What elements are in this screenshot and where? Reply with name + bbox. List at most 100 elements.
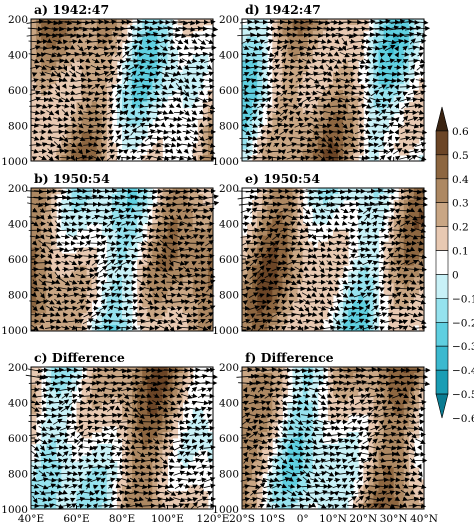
shading-cell [66, 84, 72, 91]
shading-cell [197, 54, 204, 61]
shading-cell [76, 48, 82, 55]
shading-cell [31, 36, 37, 44]
shading-cell [106, 137, 113, 144]
wind-vector [176, 129, 182, 135]
shading-cell [91, 72, 98, 79]
shading-cell [91, 113, 98, 120]
wind-vector [61, 240, 70, 246]
shading-cell [348, 78, 354, 85]
wind-vector [53, 116, 63, 122]
shading-cell [41, 95, 47, 103]
shading-cell [262, 131, 268, 138]
shading-cell [287, 72, 293, 79]
wind-vector [115, 155, 122, 161]
shading-cell [91, 420, 98, 427]
y-tick-label: 200 [8, 14, 28, 26]
shading-cell [56, 60, 62, 67]
y-tick-label: 400 [8, 50, 28, 62]
shading-cell [56, 455, 62, 463]
wind-vector [106, 425, 116, 431]
shading-cell [142, 66, 148, 73]
shading-cell [152, 60, 158, 67]
shading-cell [86, 113, 93, 120]
shading-cell [202, 259, 209, 266]
shading-cell [142, 48, 148, 55]
wind-vector [108, 130, 114, 135]
shading-cell [157, 473, 163, 480]
shading-cell [66, 479, 72, 486]
shading-cell [172, 396, 179, 403]
shading-cell [187, 101, 194, 109]
shading-cell [76, 72, 82, 79]
shading-cell [413, 119, 420, 126]
shading-cell [106, 372, 113, 380]
wind-vector [69, 412, 77, 418]
shading-cell [302, 36, 309, 44]
wind-vector [90, 129, 102, 135]
shading-cell [101, 455, 108, 463]
wind-vector [181, 58, 192, 64]
shading-cell [383, 119, 390, 126]
shading-cell [132, 143, 138, 150]
wind-vector [184, 77, 190, 84]
shading-cell [46, 42, 52, 49]
shading-cell [127, 313, 133, 320]
shading-cell [76, 66, 82, 73]
shading-cell [202, 60, 209, 67]
wind-vector [198, 470, 204, 477]
shading-cell [71, 48, 77, 55]
shading-cell [202, 235, 209, 243]
shading-cell [157, 30, 163, 38]
wind-vector [183, 135, 190, 141]
shading-cell [327, 101, 334, 109]
shading-cell [373, 30, 379, 38]
shading-cell [61, 390, 67, 397]
shading-cell [41, 193, 47, 201]
wind-vector [42, 26, 59, 32]
shading-cell [61, 143, 67, 150]
shading-cell [177, 372, 184, 380]
shading-cell [127, 54, 133, 61]
wind-vector [39, 71, 46, 76]
wind-vector [82, 32, 94, 38]
shading-cell [116, 319, 123, 326]
shading-cell [202, 155, 209, 162]
shading-cell [398, 54, 405, 61]
shading-cell [353, 48, 359, 55]
wind-vector [159, 135, 169, 141]
shading-cell [192, 149, 199, 156]
shading-cell [31, 137, 37, 144]
panel-title: b) 1950:54 [34, 171, 110, 186]
shading-cell [81, 378, 88, 386]
shading-cell [116, 241, 123, 248]
wind-vector [113, 148, 124, 154]
shading-cell [292, 155, 299, 162]
shading-cell [106, 211, 113, 219]
shading-cell [182, 378, 189, 386]
wind-vector [174, 58, 185, 64]
wind-vector [114, 89, 122, 97]
wind-vector [143, 71, 155, 77]
shading-cell [262, 30, 268, 38]
wind-vector [123, 109, 129, 116]
shading-cell [46, 497, 52, 504]
shading-cell [192, 449, 199, 457]
shading-cell [86, 497, 93, 504]
shading-cell [147, 420, 153, 427]
shading-cell [111, 149, 118, 156]
shading-cell [66, 253, 72, 260]
shading-cell [172, 432, 179, 439]
wind-vector [189, 129, 200, 135]
wind-vector [153, 45, 160, 51]
shading-cell [122, 432, 128, 439]
wind-vector [166, 129, 177, 135]
wind-vector [115, 39, 122, 45]
shading-cell [81, 54, 88, 61]
shading-cell [51, 137, 57, 144]
shading-cell [76, 313, 82, 320]
wind-vector [77, 148, 83, 155]
wind-vector [197, 393, 207, 399]
shading-cell [41, 149, 47, 156]
